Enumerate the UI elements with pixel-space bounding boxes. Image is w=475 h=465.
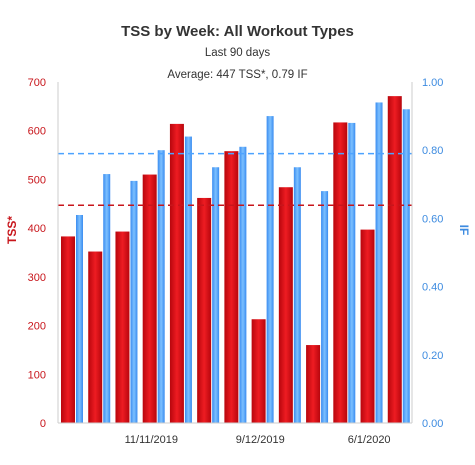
y-left-tick-label: 300 <box>28 272 46 284</box>
y-left-tick-label: 0 <box>40 418 46 430</box>
y-right-tick-label: 0.40 <box>422 282 443 294</box>
y-right-tick-label: 0.60 <box>422 213 443 225</box>
tss-bar <box>115 231 130 423</box>
chart-title: TSS by Week: All Workout Types <box>121 23 354 40</box>
y-left-tick-label: 500 <box>28 174 46 186</box>
tss-bar <box>88 251 103 423</box>
if-bar <box>212 167 220 423</box>
if-bar <box>184 136 192 423</box>
tss-bar <box>333 122 348 423</box>
tss-bar <box>387 96 402 424</box>
tss-bar <box>278 187 293 423</box>
y-right-tick-label: 0.20 <box>422 350 443 362</box>
chart-average-summary: Average: 447 TSS*, 0.79 IF <box>167 69 307 81</box>
y-left-tick-label: 400 <box>28 223 46 235</box>
if-bar <box>103 174 111 423</box>
plot-area: 0 100 200 300 400 500 600 700 0.00 0.20 0.40 0.60 0.… <box>28 77 444 446</box>
tss-bar <box>142 174 157 423</box>
if-bar <box>402 109 410 423</box>
tss-bar <box>224 151 239 423</box>
tss-bar <box>360 229 375 423</box>
y-left-tick-label: 600 <box>28 126 46 138</box>
if-bar <box>321 191 329 423</box>
y-right-tick-label: 0.80 <box>422 145 443 157</box>
if-bar <box>266 116 274 423</box>
tss-bar <box>197 197 212 423</box>
if-bar <box>375 102 383 424</box>
if-bar <box>293 167 301 423</box>
if-bar <box>157 150 165 423</box>
y-left-tick-label: 200 <box>28 321 46 333</box>
if-bar <box>130 180 138 423</box>
x-tick-label: 9/12/2019 <box>236 434 285 446</box>
x-tick-label: 6/1/2020 <box>348 434 391 446</box>
if-bar <box>76 214 83 423</box>
if-bar <box>239 146 247 424</box>
y-left-tick-label: 100 <box>28 369 46 381</box>
chart-subtitle: Last 90 days <box>205 47 270 59</box>
x-tick-label: 11/11/2019 <box>125 434 178 446</box>
tss-bar <box>306 345 321 423</box>
tss-bar <box>169 123 184 423</box>
y-right-tick-label: 1.00 <box>422 77 443 89</box>
tss-bar <box>251 319 266 423</box>
y-left-tick-label: 700 <box>28 77 46 89</box>
tss-bar <box>61 236 75 423</box>
y-axis-right-label: IF <box>457 225 471 236</box>
y-right-tick-label: 0.00 <box>422 418 443 430</box>
y-axis-left-label: TSS* <box>5 216 19 244</box>
if-bar <box>348 122 356 424</box>
